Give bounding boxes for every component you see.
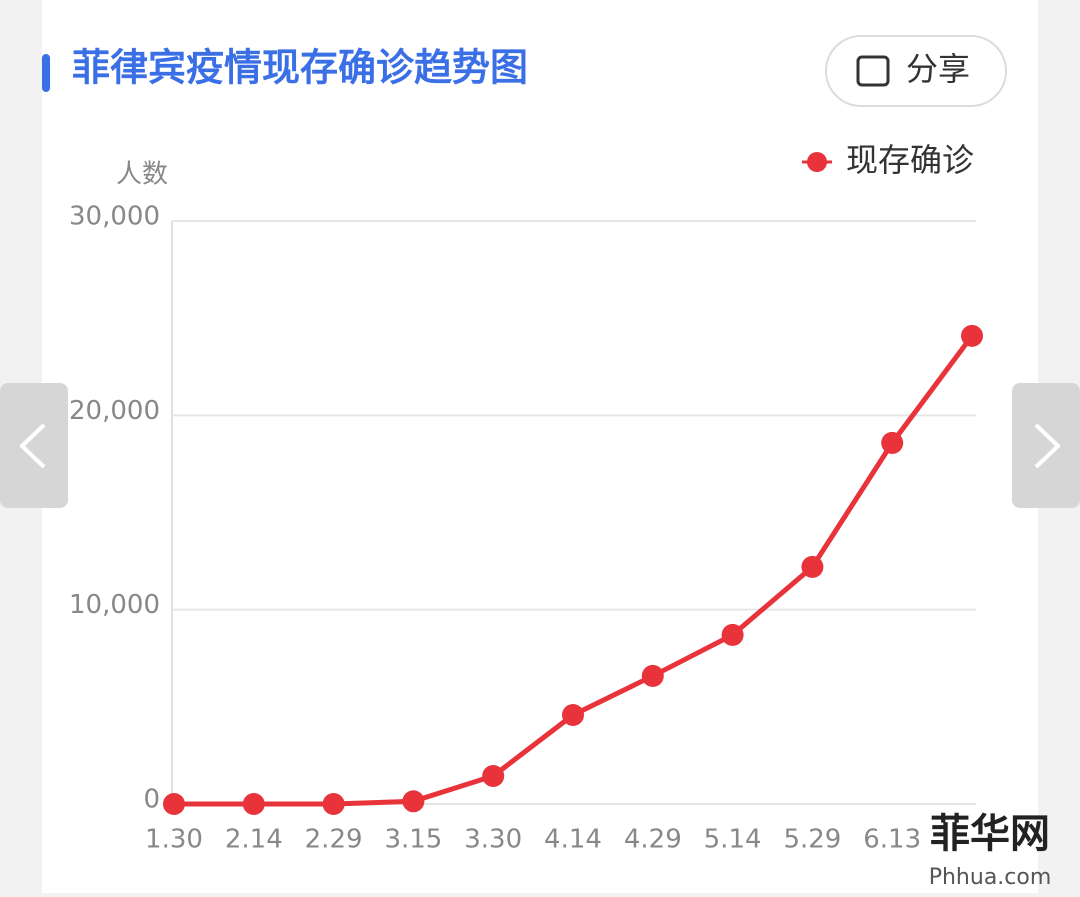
legend-marker [807,152,827,172]
card [42,0,1038,893]
data-point [242,793,265,815]
title-marker [42,54,50,92]
plot: 0 10,000 20,000 30,000 1.30 2.14 2.29 3.15 3.30 4… [69,141,983,855]
x-tick-label: 2.29 [305,825,363,855]
x-tick-label: 4.29 [624,825,682,855]
x-tick-label: 1.30 [145,825,203,855]
share-button[interactable]: 分享 [825,35,1007,107]
y-tick-label: 0 [143,785,160,815]
x-tick-label: 5.14 [704,825,762,855]
share-button-bg[interactable] [825,35,1007,107]
prev-button[interactable] [0,383,68,508]
watermark-name: 菲华网 [930,811,1050,857]
x-tick-label: 5.29 [783,825,841,855]
y-axis-label: 人数 [116,160,168,190]
data-point [881,431,904,454]
x-tick-label: 2.14 [225,825,283,855]
data-point [961,324,983,347]
x-tick-label: 4.14 [544,825,602,855]
x-tick-label: 3.30 [464,825,522,855]
data-point [482,765,505,788]
share-label[interactable]: 分享 [906,50,970,88]
data-point [801,555,824,578]
legend-label: 现存确诊 [846,141,974,179]
share-icon[interactable] [856,55,890,87]
data-point [641,664,664,687]
y-tick-label: 20,000 [69,396,160,426]
y-tick-label: 30,000 [69,202,160,232]
chart-title: 菲律宾疫情现存确诊趋势图 [72,46,528,90]
watermark-url: Phhua.com [929,865,1052,890]
x-tick-label: 6.13 [863,825,921,855]
x-tick-label: 3.15 [384,825,442,855]
next-arrow[interactable] [1034,423,1061,469]
prev-arrow[interactable] [19,423,46,469]
data-point [163,793,185,815]
data-point [562,703,584,726]
data-point [402,790,425,813]
y-tick-label: 10,000 [69,590,160,620]
data-point [322,793,345,815]
next-button[interactable] [1012,383,1080,508]
data-point [721,623,744,646]
